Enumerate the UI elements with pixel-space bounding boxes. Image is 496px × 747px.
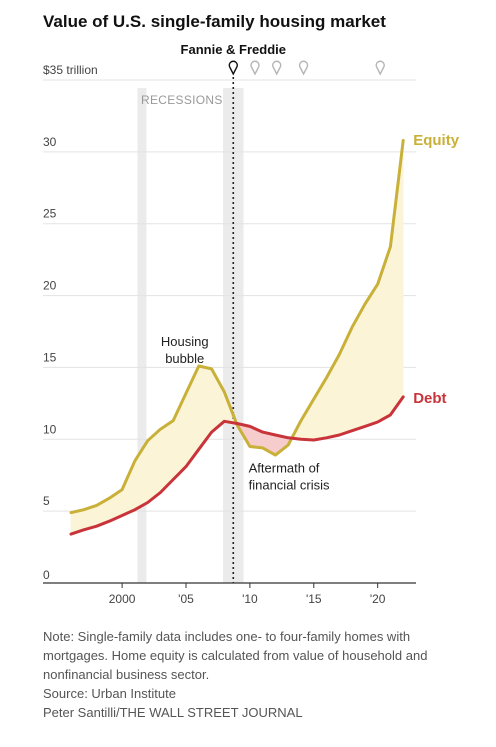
series-lines bbox=[69, 138, 405, 536]
fannie-freddie-event bbox=[228, 60, 385, 583]
series-line-debt bbox=[69, 395, 405, 536]
recession-band-1 bbox=[223, 88, 244, 583]
event-marker-icon-0 bbox=[228, 60, 238, 76]
chart-title: Value of U.S. single-family housing mark… bbox=[43, 12, 386, 31]
housing-market-chart: 2000 '05 '10 '15 '20 RECESSIONS 0 5 10 15 20 25 30 $… bbox=[43, 42, 460, 606]
annotation-0: Housing bubble bbox=[161, 334, 209, 366]
recession-band-0 bbox=[137, 88, 147, 583]
series-label-equity: Equity bbox=[413, 132, 459, 149]
event-marker-icon-2 bbox=[272, 60, 282, 76]
y-tick-label-30: 30 bbox=[43, 135, 57, 149]
chart-text: RECESSIONS 0 5 10 15 20 25 30 $35 trillion Fannie… bbox=[43, 42, 460, 582]
event-marker-icon-1 bbox=[250, 60, 260, 76]
y-tick-label-25: 25 bbox=[43, 207, 57, 221]
event-marker-icon-4 bbox=[375, 60, 385, 76]
y-tick-label-0: 0 bbox=[43, 568, 50, 582]
source-text: Source: Urban Institute bbox=[43, 686, 176, 701]
x-tick-label-2000: 2000 bbox=[109, 592, 136, 606]
annotation-0-line-0: Housing bbox=[161, 334, 209, 349]
x-axis: 2000 '05 '10 '15 '20 bbox=[43, 582, 416, 606]
x-tick-label-2010: '10 bbox=[242, 592, 258, 606]
annotation-1: Aftermath of financial crisis bbox=[249, 460, 330, 492]
event-marker-icon-3 bbox=[298, 60, 309, 76]
y-tick-label-10: 10 bbox=[43, 422, 57, 436]
y-tick-label-15: 15 bbox=[43, 350, 57, 364]
annotation-1-line-1: financial crisis bbox=[249, 477, 330, 492]
annotation-1-line-0: Aftermath of bbox=[249, 460, 320, 475]
y-tick-label-35: $35 trillion bbox=[43, 63, 98, 77]
recessions-label: RECESSIONS bbox=[141, 93, 223, 107]
gridlines bbox=[43, 79, 416, 512]
recession-bands bbox=[137, 88, 244, 583]
gap-fill-segment-24-0 bbox=[377, 246, 391, 423]
series-label-debt: Debt bbox=[413, 390, 446, 407]
credit-text: Peter Santilli/THE WALL STREET JOURNAL bbox=[43, 705, 303, 720]
y-tick-label-5: 5 bbox=[43, 494, 50, 508]
fannie-freddie-label: Fannie & Freddie bbox=[181, 42, 286, 57]
x-tick-label-2020: '20 bbox=[370, 592, 386, 606]
annotation-0-line-1: bubble bbox=[165, 351, 204, 366]
gap-fill-segment-23-0 bbox=[364, 283, 378, 427]
note-text: Note: Single-family data includes one- t… bbox=[43, 629, 428, 682]
x-tick-label-2005: '05 bbox=[178, 592, 194, 606]
chart-notes: Note: Single-family data includes one- t… bbox=[43, 627, 473, 722]
y-tick-label-20: 20 bbox=[43, 279, 57, 293]
x-tick-label-2015: '15 bbox=[306, 592, 322, 606]
